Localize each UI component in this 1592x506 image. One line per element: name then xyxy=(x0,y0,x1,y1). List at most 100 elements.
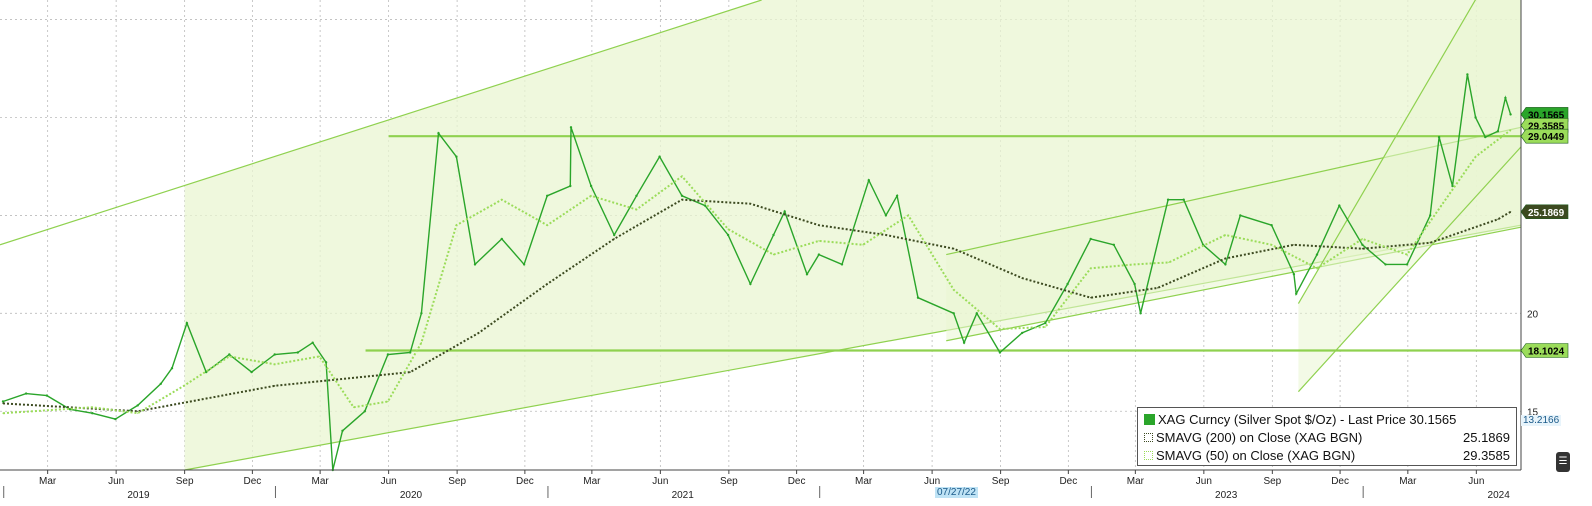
series-3-point-33 xyxy=(1475,156,1477,158)
series-1-point-9 xyxy=(185,321,189,325)
series-3-point-13 xyxy=(590,195,592,197)
series-3-point-5 xyxy=(274,363,276,365)
series-3-point-23 xyxy=(1044,326,1046,328)
series-1-point-80 xyxy=(1509,113,1512,116)
x-year-label-2020: 2020 xyxy=(400,490,423,501)
series-1-point-23 xyxy=(437,132,440,135)
series-1-point-64 xyxy=(1270,224,1273,227)
series-1-point-35 xyxy=(680,194,684,197)
series-1-point-76 xyxy=(1474,116,1477,119)
axis-price-tag-bg-3 xyxy=(1520,128,1569,144)
legend-swatch-smavg200 xyxy=(1144,432,1153,442)
series-3-point-17 xyxy=(772,254,775,256)
series-1-point-73 xyxy=(1437,135,1441,139)
series-2-point-20 xyxy=(1510,211,1512,213)
x-tick-label-21: Jun xyxy=(1468,476,1484,487)
series-1-point-12 xyxy=(250,370,253,374)
series-1-point-55 xyxy=(1089,237,1092,241)
x-tick-label-2: Sep xyxy=(176,476,194,487)
series-1-point-54 xyxy=(1066,282,1069,286)
series-1-point-65 xyxy=(1292,273,1296,276)
series-3-point-11 xyxy=(501,199,503,201)
channel-layer xyxy=(0,0,1522,471)
series-1-point-56 xyxy=(1112,243,1116,246)
series-3-point-24 xyxy=(1090,267,1092,269)
trend-channel-line-3-upper xyxy=(1297,0,1477,304)
axis-price-tag-label-3: 29.0449 xyxy=(1528,132,1565,143)
series-3-point-34 xyxy=(1510,129,1512,131)
x-tick-label-7: Dec xyxy=(516,476,534,487)
series-2-point-3 xyxy=(409,371,411,373)
series-1-point-28 xyxy=(546,194,549,197)
series-3-point-0 xyxy=(2,412,4,414)
series-3-point-8 xyxy=(387,400,389,403)
series-3-point-22 xyxy=(999,328,1001,330)
series-1-point-6 xyxy=(136,404,139,407)
series-1-point-41 xyxy=(805,273,809,276)
series-1-point-37 xyxy=(726,233,730,237)
series-3-point-28 xyxy=(1271,244,1273,246)
series-1-point-79 xyxy=(1504,96,1507,100)
series-1-point-48 xyxy=(952,312,955,315)
x-tick-label-1: Jun xyxy=(108,476,124,487)
series-1-point-38 xyxy=(749,282,752,286)
series-1-point-58 xyxy=(1139,312,1142,315)
series-3-point-14 xyxy=(635,208,638,211)
series-3-point-2 xyxy=(137,412,139,414)
series-1-point-70 xyxy=(1384,263,1387,266)
series-1-point-72 xyxy=(1429,214,1432,217)
series-1-point-2 xyxy=(45,394,49,397)
axis-price-tag-label-4: 25.1869 xyxy=(1528,208,1565,219)
series-3-point-27 xyxy=(1224,234,1226,236)
series-2-point-19 xyxy=(1497,218,1499,220)
series-1-point-22 xyxy=(420,312,423,315)
right-axis-annotation: 13.2166 xyxy=(1521,415,1562,426)
series-1-point-21 xyxy=(409,351,412,354)
series-1-point-78 xyxy=(1496,130,1500,133)
series-2-point-13 xyxy=(1090,297,1092,299)
series-3-point-19 xyxy=(862,244,864,246)
series-1-point-32 xyxy=(613,233,616,237)
series-1-point-25 xyxy=(473,263,477,266)
series-1-point-53 xyxy=(1044,321,1047,325)
x-tick-label-15: Dec xyxy=(1059,476,1077,487)
series-3-point-7 xyxy=(353,406,355,408)
series-3-point-25 xyxy=(1134,263,1136,265)
series-1-point-69 xyxy=(1361,243,1364,246)
axis-price-tag-4: 25.1869 xyxy=(1520,204,1569,220)
series-1-point-40 xyxy=(783,210,786,213)
series-3-point-10 xyxy=(455,224,457,226)
series-1-point-16 xyxy=(324,361,328,364)
series-1-point-39 xyxy=(772,233,775,237)
x-tick-label-14: Sep xyxy=(992,476,1010,487)
series-1-point-34 xyxy=(658,155,661,158)
legend-row-price: XAG Curncy (Silver Spot $/Oz) - Last Pri… xyxy=(1144,410,1510,428)
series-1-point-26 xyxy=(500,237,503,241)
trend-channel-fill-3 xyxy=(1298,0,1521,392)
legend-label-price: XAG Curncy (Silver Spot $/Oz) - Last Pri… xyxy=(1158,411,1457,427)
series-1-point-45 xyxy=(884,214,888,217)
axis-price-tag-3: 29.0449 xyxy=(1520,128,1569,144)
legend-swatch-smavg50 xyxy=(1144,450,1153,460)
series-1-point-50 xyxy=(975,312,978,315)
series-1-point-67 xyxy=(1315,253,1319,256)
y-tick-label-20: 20 xyxy=(1527,309,1539,320)
chart-settings-icon[interactable]: ☰ xyxy=(1556,452,1570,472)
series-2-point-17 xyxy=(1361,248,1363,250)
x-tick-label-8: Mar xyxy=(583,476,601,487)
series-1-point-63 xyxy=(1239,214,1242,217)
level-layer xyxy=(365,135,1521,352)
x-tick-label-11: Dec xyxy=(788,476,806,487)
y-tick-label-15: 15 xyxy=(1527,407,1539,418)
series-3-point-18 xyxy=(818,240,820,242)
legend-label-smavg200: SMAVG (200) on Close (XAG BGN) xyxy=(1156,429,1363,445)
series-2-point-12 xyxy=(1021,277,1023,279)
series-layer xyxy=(1,73,1512,472)
series-1-point-36 xyxy=(703,204,707,207)
x-year-label-2023: 2023 xyxy=(1215,490,1238,501)
legend-value-smavg200: 25.1869 xyxy=(1463,429,1510,445)
x-tick-label-20: Mar xyxy=(1399,476,1417,487)
series-1-point-31 xyxy=(589,184,593,188)
x-year-label-2021: 2021 xyxy=(672,490,695,501)
